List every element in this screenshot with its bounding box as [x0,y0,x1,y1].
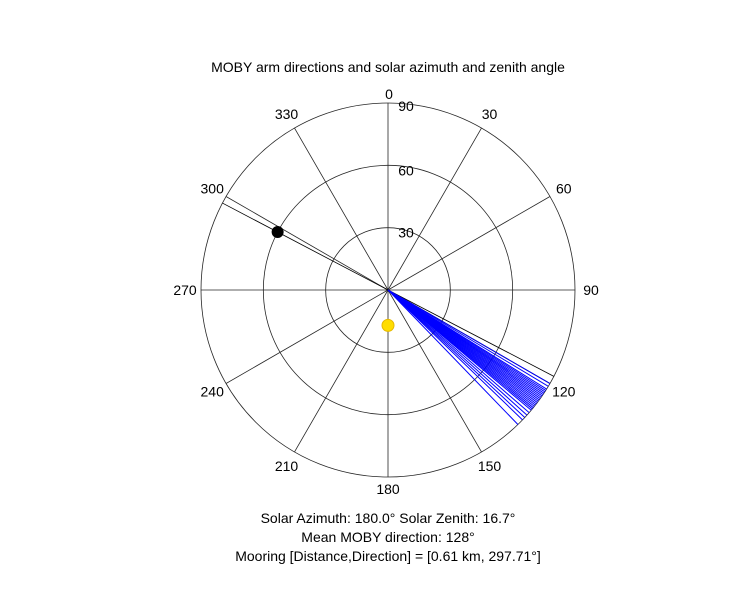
arm-line [387,289,523,421]
theta-tick-label: 180 [376,481,400,497]
r-tick-label: 30 [398,225,414,241]
arm-line [387,289,528,416]
theta-tick-label: 0 [385,86,393,102]
arm-line [387,289,551,384]
theta-tick-label: 90 [583,282,599,298]
sun-marker [381,318,395,332]
arm-line [387,289,530,414]
theta-tick-labels: 0 30 60 90 120 150 180 210 240 270 300 330 [173,86,599,497]
grid-spoke-30 [387,127,482,291]
grid-spoke-60 [387,196,551,291]
mooring-caption: Mooring [Distance,Direction] = [0.61 km,… [235,548,541,564]
arm-outline-line [387,289,555,377]
arm-line [387,289,526,418]
theta-tick-label: 270 [173,282,197,298]
theta-tick-label: 330 [275,106,299,122]
theta-tick-label: 120 [552,384,576,400]
sun-group [381,318,395,332]
grid-spoke-240 [225,289,389,384]
arm-line [387,289,549,387]
r-tick-labels: 30 60 90 [398,98,414,241]
grid-spoke-150 [387,289,482,453]
mooring-line [222,202,389,291]
chart-title: MOBY arm directions and solar azimuth an… [211,59,565,75]
r-tick-label: 90 [398,98,414,114]
theta-tick-label: 150 [478,458,502,474]
theta-tick-label: 60 [556,181,572,197]
theta-tick-label: 240 [201,384,225,400]
moby-arm-lines [387,289,555,425]
theta-tick-label: 300 [201,181,225,197]
r-tick-label: 60 [398,162,414,178]
moby-direction-caption: Mean MOBY direction: 128° [301,529,474,545]
mooring-group [222,202,389,291]
grid-spoke-330 [294,127,389,291]
arm-line [387,289,532,411]
solar-caption: Solar Azimuth: 180.0° Solar Zenith: 16.7… [261,510,516,526]
theta-tick-label: 30 [482,106,498,122]
mooring-marker [271,226,284,239]
grid-spoke-210 [294,289,389,453]
arm-line [387,289,519,425]
grid-spoke-300 [225,196,389,291]
theta-tick-label: 210 [275,458,299,474]
